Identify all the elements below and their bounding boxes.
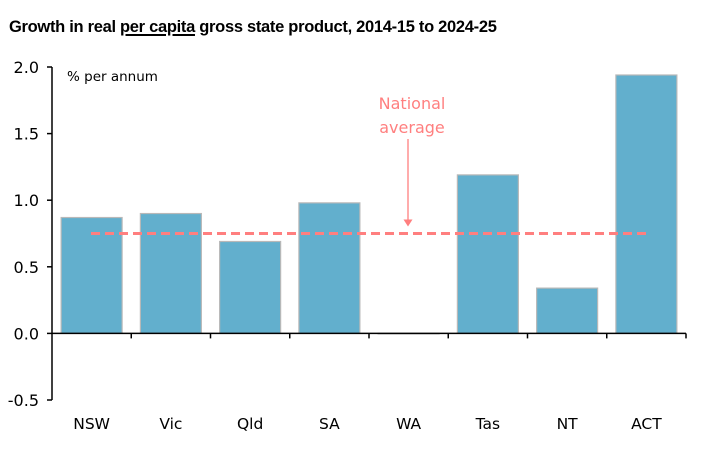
bar-sa bbox=[298, 202, 361, 334]
title-text-end: gross state product, 2014-15 to 2024-25 bbox=[194, 18, 497, 36]
bar-qld bbox=[219, 240, 282, 335]
x-tick-label-tas: Tas bbox=[475, 415, 500, 433]
y-tick-label: 0.0 bbox=[14, 324, 39, 343]
bar-tas bbox=[456, 174, 519, 334]
y-tick-label: 1.5 bbox=[14, 125, 39, 144]
annotation-arrow-head-icon bbox=[403, 219, 413, 227]
x-tick-label-sa: SA bbox=[319, 415, 340, 433]
x-tick-label-act: ACT bbox=[631, 415, 662, 433]
bar-vic bbox=[139, 212, 202, 335]
annotation-line-1: National bbox=[379, 94, 446, 113]
x-tick-label-wa: WA bbox=[396, 415, 421, 433]
reference-line-group bbox=[91, 139, 650, 235]
y-tick-label: 0.5 bbox=[14, 258, 39, 277]
annotation-line-2: average bbox=[379, 118, 445, 137]
y-tick-label: 1.0 bbox=[14, 191, 39, 210]
bar-act bbox=[615, 74, 678, 334]
x-tick-label-qld: Qld bbox=[237, 415, 263, 433]
y-unit-label: % per annum bbox=[67, 69, 158, 85]
chart-title: Growth in real per capita gross state pr… bbox=[9, 18, 497, 37]
y-tick-label: -0.5 bbox=[8, 391, 39, 410]
x-tick-label-nt: NT bbox=[557, 415, 579, 433]
x-tick-label-vic: Vic bbox=[159, 415, 182, 433]
bars-group bbox=[60, 74, 678, 335]
x-tick-label-nsw: NSW bbox=[73, 415, 110, 433]
bar-nsw bbox=[60, 216, 123, 335]
title-text-underlined: per capita bbox=[120, 18, 195, 36]
axes-group: NSW Vic Qld SA WA Tas NT ACT 2.0 1.5 1.0 0.5 0.0 -0.5 bbox=[8, 58, 687, 433]
bar-nt bbox=[536, 287, 599, 334]
y-tick-label: 2.0 bbox=[14, 58, 39, 77]
title-text-start: Growth in real bbox=[9, 18, 121, 36]
